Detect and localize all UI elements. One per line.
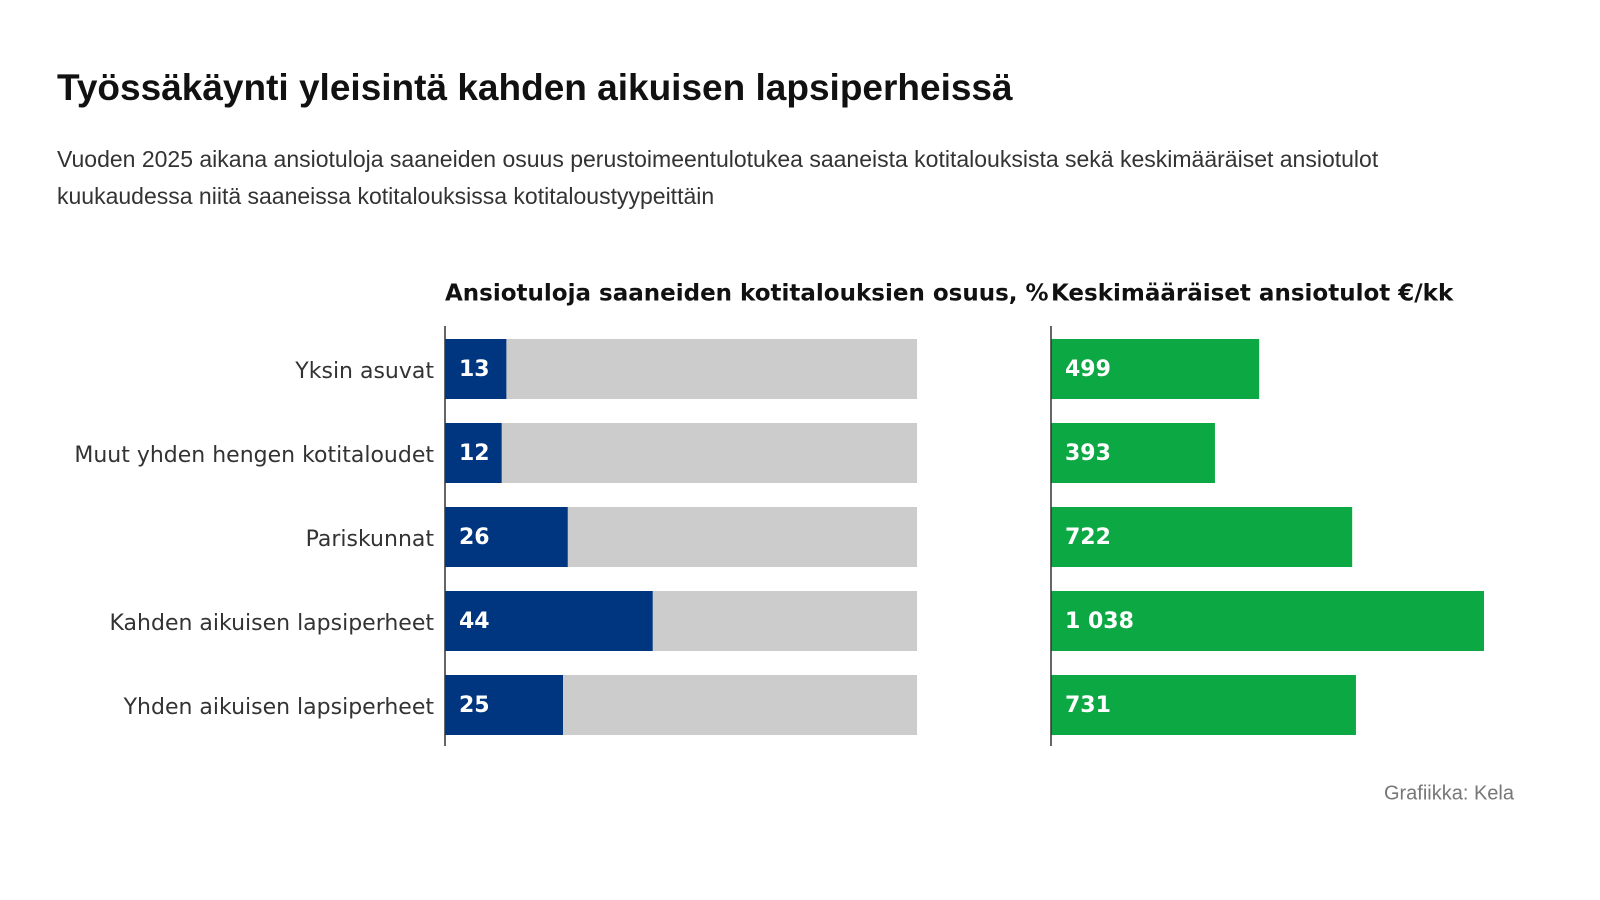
panel-title: Keskimääräiset ansiotulot €/kk (1051, 281, 1454, 307)
value-label: 12 (459, 441, 490, 466)
category-label: Muut yhden hengen kotitaloudet (74, 443, 434, 468)
bar-track (445, 423, 917, 483)
value-label: 1 038 (1065, 609, 1134, 634)
source: Grafiikka: Kela (1384, 782, 1515, 804)
bar (445, 675, 563, 735)
bar (1051, 507, 1353, 567)
bar (445, 591, 653, 651)
bar (1051, 675, 1356, 735)
value-label: 499 (1065, 357, 1111, 382)
category-label: Pariskunnat (306, 527, 435, 552)
title: Työssäkäynti yleisintä kahden aikuisen l… (57, 67, 1013, 108)
bar (1051, 339, 1260, 399)
category-label: Kahden aikuisen lapsiperheet (110, 611, 435, 636)
value-label: 44 (459, 609, 490, 634)
value-label: 13 (459, 357, 490, 382)
value-label: 393 (1065, 441, 1111, 466)
bar (445, 423, 502, 483)
bar (1051, 423, 1215, 483)
value-label: 722 (1065, 525, 1111, 550)
category-label: Yksin asuvat (294, 359, 434, 384)
subtitle: kuukaudessa niitä saaneissa kotitalouksi… (57, 183, 714, 209)
value-label: 26 (459, 525, 490, 550)
value-label: 25 (459, 693, 490, 718)
subtitle: Vuoden 2025 aikana ansiotuloja saaneiden… (57, 146, 1379, 172)
bar (1051, 591, 1484, 651)
bar (445, 507, 568, 567)
panel-title: Ansiotuloja saaneiden kotitalouksien osu… (445, 281, 1049, 307)
category-label: Yhden aikuisen lapsiperheet (123, 695, 435, 720)
bar (445, 339, 507, 399)
value-label: 731 (1065, 693, 1111, 718)
bar-track (445, 339, 917, 399)
